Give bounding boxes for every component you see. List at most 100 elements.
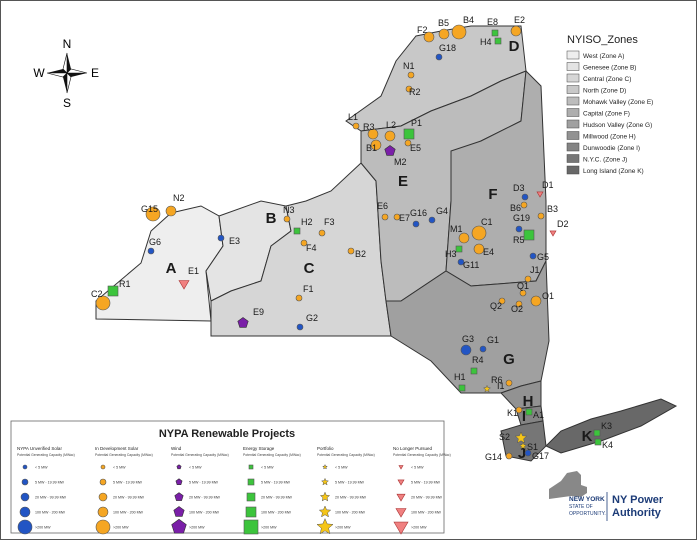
nypa-legend-row: >200 MW: [17, 519, 51, 535]
nypa-row-label: < 5 MW: [35, 466, 48, 470]
site-e4: E4: [473, 243, 494, 257]
zone-letter-k: K: [582, 428, 593, 445]
site-label: A1: [533, 410, 544, 420]
site-g17: G17: [524, 449, 549, 461]
nypa-legend-row: < 5 MW: [22, 464, 48, 470]
site-label: B5: [438, 18, 449, 28]
zone-h-shape: [500, 380, 542, 410]
site-e7: E7: [393, 213, 410, 223]
zone-legend-item: North (Zone D): [566, 85, 626, 95]
zone-legend-label: Millwood (Zone H): [583, 134, 636, 141]
site-n2: N2: [165, 193, 185, 217]
nypa-legend-title: NYPA Renewable Projects: [159, 428, 295, 440]
nypa-column-head: In Development Solar: [95, 446, 139, 451]
site-m1: M1: [450, 224, 470, 244]
site-d3: D3: [513, 183, 529, 201]
nypa-legend-row: 20 MW - 99.99 MW: [396, 493, 443, 502]
site-label: O2: [511, 304, 523, 314]
site-p1: P1: [403, 118, 422, 140]
nypa-legend-row: < 5 MW: [100, 464, 126, 470]
site-label: P1: [411, 118, 422, 128]
nypa-row-label: 5 MW - 19.99 MW: [35, 481, 65, 485]
zone-legend: NYISO_Zones West (Zone A) Genesee (Zone B…: [566, 34, 653, 175]
zone-letter-i: I: [522, 408, 526, 425]
site-label: D2: [557, 219, 569, 229]
site-label: B6: [510, 203, 521, 213]
zone-legend-item: N.Y.C. (Zone J): [566, 154, 627, 164]
site-label: H4: [480, 37, 492, 47]
nypa-row-label: >200 MW: [261, 526, 277, 530]
brand-line3: OPPORTUNITY.: [569, 511, 606, 517]
nypa-row-label: 100 MW - 200 MW: [189, 511, 220, 515]
zone-legend-label: Hudson Valley (Zone G): [583, 122, 652, 129]
site-d1: D1: [536, 180, 554, 198]
site-g2: G2: [296, 313, 318, 331]
zone-f-shape: [445, 69, 547, 287]
site-label: G14: [485, 452, 502, 462]
zone-letter-g: G: [503, 351, 515, 368]
site-e8: E8: [487, 17, 499, 37]
zone-c-shape: [210, 162, 392, 337]
site-f1: F1: [295, 284, 314, 302]
zone-legend-label: West (Zone A): [583, 53, 624, 60]
site-label: H3: [445, 249, 457, 259]
site-m2: M2: [384, 145, 407, 167]
zone-legend-label: Long Island (Zone K): [583, 168, 644, 175]
nypa-legend-row: < 5 MW: [322, 463, 348, 470]
nypa-row-label: 5 MW - 19.99 MW: [411, 481, 441, 485]
zone-legend-label: Genesee (Zone B): [583, 65, 636, 72]
site-label: G11: [463, 260, 479, 270]
zone-letter-e: E: [398, 173, 408, 190]
nypa-column-sub: Potential Generating Capacity (MWac): [95, 453, 153, 457]
site-label: G3: [462, 334, 474, 344]
nypa-legend: NYPA Renewable Projects NYPA Unverified …: [10, 420, 451, 535]
site-g6: G6: [147, 237, 161, 255]
site-b6: B6: [510, 201, 528, 213]
nypa-row-label: 20 MW - 99.99 MW: [261, 496, 293, 500]
site-label: K3: [601, 421, 612, 431]
site-l2: L2: [384, 120, 396, 142]
site-label: G1: [487, 335, 499, 345]
zone-legend-item: Long Island (Zone K): [566, 165, 644, 175]
site-g1: G1: [479, 335, 499, 353]
nypa-row-label: 100 MW - 200 MW: [113, 511, 144, 515]
zone-letter-j: J: [518, 445, 526, 462]
zone-legend-item: Millwood (Zone H): [566, 131, 636, 141]
site-label: K1: [507, 408, 518, 418]
site-label: F1: [303, 284, 314, 294]
site-label: G5: [537, 252, 549, 262]
branding: NEW YORK STATE OF OPPORTUNITY. NY Power …: [549, 471, 664, 521]
site-i1: I1: [497, 379, 513, 391]
nypa-row-label: < 5 MW: [335, 466, 348, 470]
site-label: E1: [188, 266, 199, 276]
nypa-row-label: >200 MW: [113, 526, 129, 530]
nypa-row-label: 100 MW - 200 MW: [335, 511, 366, 515]
nypa-legend-row: 20 MW - 99.99 MW: [20, 492, 67, 502]
nypa-legend-column: NYPA Unverified Solar Potential Generatin…: [17, 446, 75, 535]
brand-org1: NY Power: [612, 494, 664, 506]
site-g19: G19: [513, 213, 530, 233]
site-label: E6: [377, 201, 388, 211]
nypa-column-head: No Longer Pursued: [393, 446, 433, 451]
site-g15: G15: [141, 204, 161, 222]
zone-a-shape: [95, 205, 224, 322]
site-h4: H4: [480, 37, 502, 47]
nypa-legend-column: Wind Potential Generating Capacity (MWac)…: [171, 446, 229, 534]
brand-org2: Authority: [612, 507, 662, 519]
site-label: R3: [363, 122, 375, 132]
nypa-legend-row: 100 MW - 200 MW: [97, 506, 144, 518]
site-r3: R3: [363, 122, 379, 140]
site-label: B2: [355, 249, 366, 259]
zone-legend-item: Capital (Zone F): [566, 108, 630, 118]
compass-s: S: [63, 96, 71, 110]
site-label: G18: [439, 43, 456, 53]
site-r2: R2: [405, 85, 421, 97]
site-g4: G4: [428, 206, 448, 224]
nypa-row-label: 20 MW - 99.99 MW: [35, 496, 67, 500]
site-s1: S1: [518, 441, 538, 452]
zone-letter-a: A: [166, 260, 177, 277]
nypa-row-label: 5 MW - 19.99 MW: [113, 481, 143, 485]
nypa-row-label: 100 MW - 200 MW: [35, 511, 66, 515]
site-label: N3: [283, 205, 295, 215]
site-label: R1: [119, 279, 131, 289]
